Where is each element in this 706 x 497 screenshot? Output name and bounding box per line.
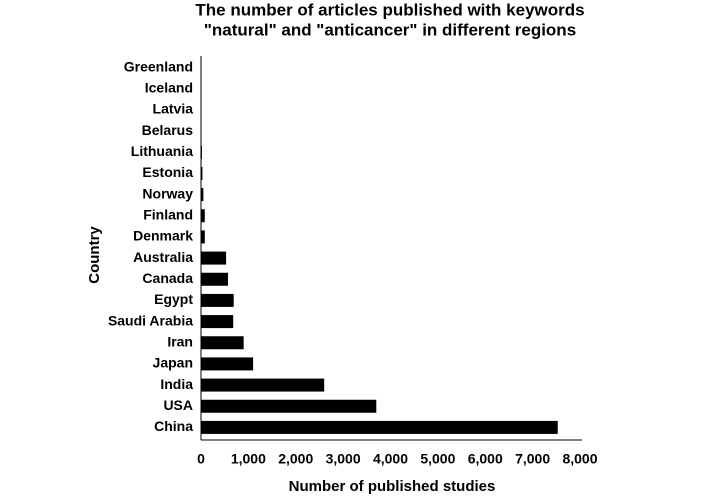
y-tick-label: Canada	[142, 270, 193, 286]
y-tick-label: Norway	[142, 185, 193, 201]
chart-subtitle: "natural" and "anticancer" in different …	[204, 20, 576, 39]
bar	[201, 103, 202, 117]
x-tick-label: 8,000	[562, 451, 597, 467]
y-tick-label: Latvia	[153, 101, 194, 117]
bar	[201, 124, 202, 138]
x-tick-label: 7,000	[515, 451, 550, 467]
y-tick-label: Iceland	[145, 79, 193, 95]
y-tick-label: Australia	[133, 249, 193, 265]
bar	[201, 293, 234, 307]
bar	[201, 251, 227, 265]
y-tick-label: Lithuania	[131, 143, 193, 159]
y-tick-label: Saudi Arabia	[108, 312, 193, 328]
x-tick-label: 2,000	[278, 451, 313, 467]
bar	[201, 357, 254, 371]
y-tick-label: China	[154, 418, 193, 434]
bar	[201, 82, 202, 96]
bar	[201, 209, 205, 223]
bar	[201, 378, 325, 392]
x-axis-label: Number of published studies	[289, 478, 496, 495]
x-tick-label: 4,000	[373, 451, 408, 467]
y-tick-label: Greenland	[124, 58, 193, 74]
x-tick-label: 5,000	[420, 451, 455, 467]
x-tick-label: 3,000	[326, 451, 361, 467]
y-tick-label: Finland	[143, 206, 193, 222]
y-tick-label: Egypt	[154, 291, 193, 307]
bar	[201, 336, 244, 350]
y-tick-label: Japan	[153, 355, 193, 371]
y-tick-label: Estonia	[142, 164, 193, 180]
chart-title: The number of articles published with ke…	[195, 0, 584, 19]
bar	[201, 272, 229, 286]
y-tick-label: Belarus	[142, 122, 194, 138]
bar	[201, 420, 558, 434]
y-tick-label: Iran	[167, 333, 193, 349]
y-tick-label: India	[160, 376, 193, 392]
bar	[201, 166, 203, 180]
y-axis-label: Country	[86, 226, 103, 284]
bar	[201, 315, 234, 329]
x-tick-label: 0	[197, 451, 205, 467]
x-tick-label: 1,000	[231, 451, 266, 467]
bar	[201, 399, 377, 413]
bar	[201, 188, 204, 202]
bar	[201, 145, 202, 159]
y-tick-label: USA	[163, 397, 193, 413]
bar	[201, 230, 205, 244]
x-tick-label: 6,000	[468, 451, 503, 467]
y-tick-label: Denmark	[133, 228, 193, 244]
bar	[201, 61, 202, 75]
